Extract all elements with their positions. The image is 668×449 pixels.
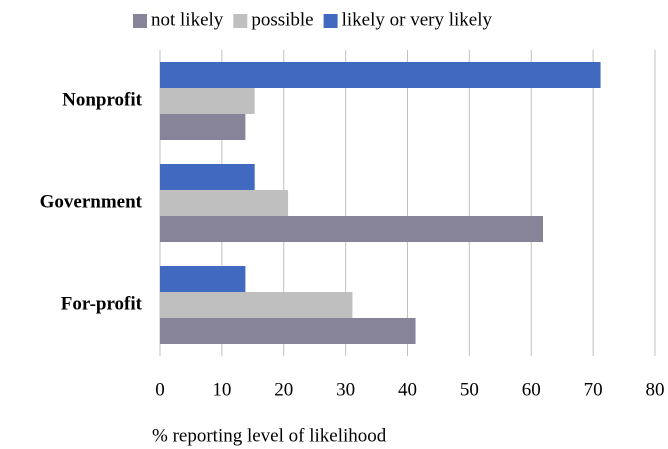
x-tick-label: 40 [398,379,417,400]
legend-swatch [323,14,338,28]
bar [160,62,601,88]
legend-label: not likely [151,9,224,30]
x-tick-label: 0 [155,379,165,400]
legend-label: likely or very likely [342,9,493,30]
legend-swatch [133,14,147,28]
bar [160,266,246,292]
x-tick-label: 60 [522,379,541,400]
bar [160,114,246,140]
x-tick-label: 10 [212,379,231,400]
bar [160,190,289,216]
bar [160,292,353,318]
category-label: For-profit [61,293,143,314]
category-label: Government [40,191,143,212]
x-tick-label: 20 [274,379,293,400]
category-label: Nonprofit [62,89,143,110]
legend-label: possible [251,9,313,30]
bar [160,164,255,190]
x-tick-label: 80 [646,379,665,400]
bar [160,216,544,242]
x-axis-label: % reporting level of likelihood [152,425,387,446]
x-tick-label: 50 [460,379,479,400]
bar [160,318,416,344]
bar [160,88,255,114]
x-tick-label: 30 [336,379,355,400]
x-tick-label: 70 [584,379,603,400]
legend-swatch [233,14,248,28]
